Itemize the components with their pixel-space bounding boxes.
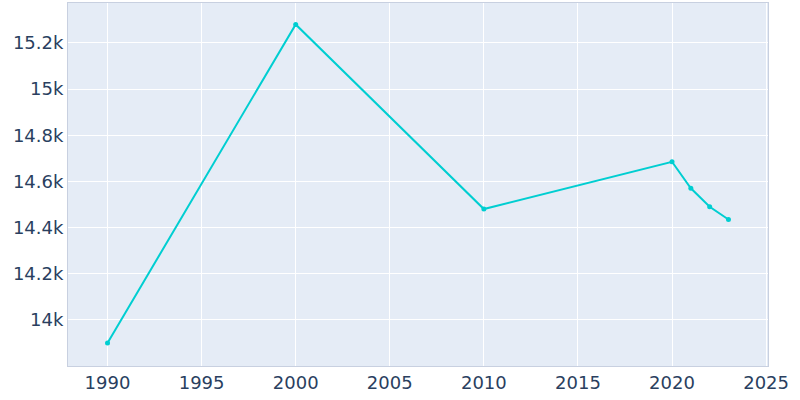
svg-text:2010: 2010 bbox=[461, 372, 507, 393]
svg-text:1995: 1995 bbox=[179, 372, 225, 393]
svg-text:14.2k: 14.2k bbox=[13, 263, 64, 284]
svg-text:2005: 2005 bbox=[367, 372, 413, 393]
svg-text:14k: 14k bbox=[30, 309, 64, 330]
svg-text:14.6k: 14.6k bbox=[13, 171, 64, 192]
svg-text:2025: 2025 bbox=[743, 372, 789, 393]
svg-text:1990: 1990 bbox=[85, 372, 131, 393]
svg-text:2000: 2000 bbox=[273, 372, 319, 393]
svg-text:14.8k: 14.8k bbox=[13, 125, 64, 146]
svg-text:15k: 15k bbox=[30, 78, 64, 99]
svg-text:14.4k: 14.4k bbox=[13, 217, 64, 238]
svg-text:2015: 2015 bbox=[555, 372, 601, 393]
svg-text:15.2k: 15.2k bbox=[13, 32, 64, 53]
svg-text:2020: 2020 bbox=[649, 372, 695, 393]
